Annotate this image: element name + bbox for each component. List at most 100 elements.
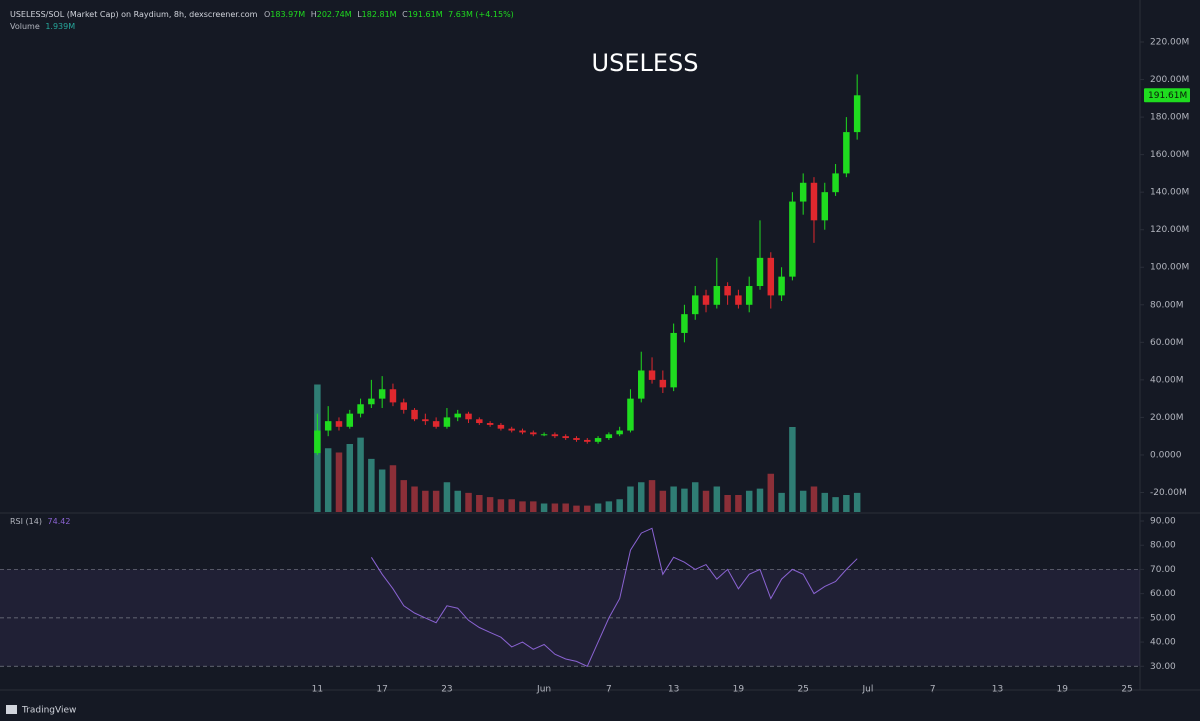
- candle-body: [432, 421, 440, 427]
- candle-body: [605, 434, 613, 439]
- candle-body: [670, 332, 677, 388]
- volume-bar: [853, 492, 861, 512]
- y-tick-label: 80.00M: [1150, 300, 1184, 310]
- candle-body: [562, 436, 569, 439]
- y-tick-label: 100.00M: [1150, 263, 1189, 273]
- candle-body: [378, 389, 386, 399]
- x-tick-label: 19: [1057, 685, 1069, 695]
- candle-body: [314, 430, 321, 454]
- y-tick-label: 220.00M: [1150, 38, 1189, 48]
- volume-bar: [724, 495, 731, 512]
- brand: TradingView: [21, 706, 76, 716]
- symbol: USELESS/SOL (Market Cap) on Raydium, 8h,…: [10, 10, 258, 19]
- y-tick-label: 70.00: [1150, 565, 1176, 575]
- candle-body: [778, 276, 785, 296]
- y-tick-label: 160.00M: [1150, 150, 1189, 160]
- candle-body: [810, 182, 818, 221]
- x-tick-label: Jul: [862, 685, 874, 695]
- volume-value: 1.939M: [45, 22, 75, 31]
- x-tick-label: 19: [733, 685, 745, 695]
- ohlc-key: H: [311, 10, 317, 19]
- candle-body: [573, 438, 580, 440]
- volume-bar: [432, 490, 440, 512]
- ohlc-key: L: [357, 10, 362, 19]
- volume-bar: [691, 482, 699, 512]
- candle-body: [411, 409, 418, 420]
- volume-bar: [843, 495, 850, 512]
- volume-bar: [530, 501, 537, 512]
- y-tick-label: 50.00: [1150, 613, 1176, 623]
- volume-bar: [810, 486, 818, 512]
- candle-body: [389, 389, 397, 403]
- volume-bar: [789, 427, 796, 512]
- volume-bar: [594, 503, 602, 512]
- rsi-legend: RSI (14) 74.42: [10, 517, 70, 526]
- y-tick-label: 20.00M: [1150, 413, 1184, 423]
- volume-bar: [486, 497, 494, 512]
- candle-body: [357, 404, 364, 414]
- brand-logo: [6, 705, 17, 714]
- ohlc-key: O: [264, 10, 270, 19]
- volume-bar: [324, 448, 332, 512]
- volume-bar: [346, 444, 354, 512]
- candle-body: [346, 413, 354, 427]
- volume-bar: [368, 458, 375, 512]
- y-tick-label: 180.00M: [1150, 113, 1189, 123]
- volume-bar: [497, 499, 505, 512]
- candle-body: [584, 439, 591, 442]
- x-tick-label: 25: [1121, 685, 1132, 695]
- volume-bar: [735, 495, 742, 512]
- x-tick-label: 17: [376, 685, 387, 695]
- candle-body: [476, 419, 483, 424]
- candle-body: [627, 398, 634, 431]
- candle-body: [335, 421, 343, 427]
- volume-bar: [562, 503, 569, 512]
- header-line: USELESS/SOL (Market Cap) on Raydium, 8h,…: [10, 10, 514, 19]
- candle-body: [789, 201, 796, 277]
- volume-bar: [335, 452, 343, 512]
- y-tick-label: 90.00: [1150, 517, 1176, 527]
- ohlc-key: C: [402, 10, 408, 19]
- volume-bar: [476, 495, 483, 512]
- candle-body: [530, 432, 537, 435]
- x-tick-label: 7: [606, 685, 612, 695]
- volume-bar: [551, 503, 559, 512]
- rsi-value: 74.42: [48, 517, 71, 526]
- volume-bar: [648, 480, 656, 512]
- volume-bar: [422, 490, 429, 512]
- x-tick-label: 7: [930, 685, 936, 695]
- y-tick-label: 120.00M: [1150, 225, 1189, 235]
- candle-body: [443, 417, 451, 427]
- volume-bar: [584, 505, 591, 512]
- x-tick-label: 11: [312, 685, 323, 695]
- volume-bar: [389, 465, 397, 512]
- volume-bar: [832, 497, 839, 512]
- x-tick-label: 13: [668, 685, 679, 695]
- candle-body: [713, 286, 721, 305]
- candle-body: [497, 424, 505, 429]
- y-tick-label: 40.00M: [1150, 375, 1184, 385]
- volume-bar: [767, 473, 775, 512]
- volume-bar: [465, 492, 472, 512]
- volume-bar: [454, 490, 461, 512]
- volume-bar: [443, 482, 451, 512]
- volume-bar: [540, 503, 548, 512]
- volume-bar: [411, 486, 418, 512]
- volume-bar: [627, 486, 634, 512]
- ohlc-value: 202.74M: [317, 10, 352, 19]
- y-tick-label: -20.00M: [1150, 488, 1187, 498]
- volume-bar: [799, 490, 807, 512]
- last-price-label: 191.61M: [1148, 91, 1187, 101]
- y-tick-label: 80.00: [1150, 541, 1176, 551]
- volume-label: Volume: [10, 22, 40, 31]
- candle-body: [638, 370, 645, 399]
- volume-bar: [508, 499, 515, 512]
- candle-body: [681, 314, 688, 333]
- candle-body: [551, 434, 559, 437]
- volume-bar: [605, 501, 613, 512]
- ohlc-value: 191.61M: [408, 10, 443, 19]
- volume-bar: [616, 499, 623, 512]
- y-tick-label: 0.0000: [1150, 450, 1182, 460]
